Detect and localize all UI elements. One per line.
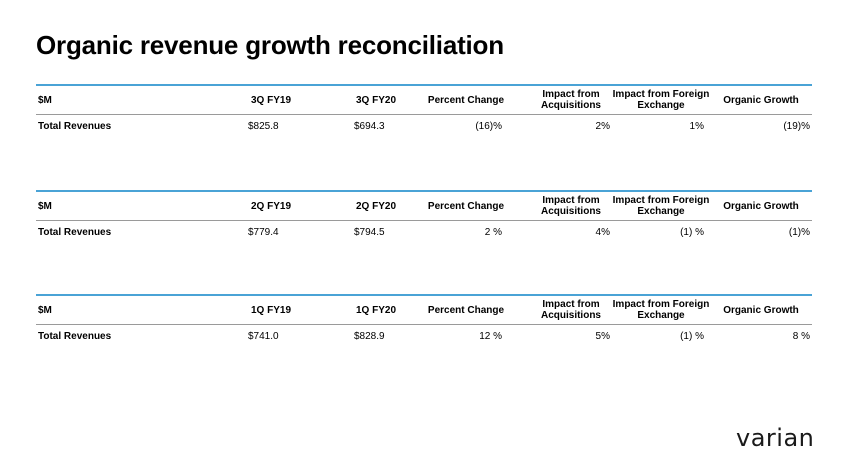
prior-quarter-value: $741.0 (248, 330, 279, 342)
header-organic-growth: Organic Growth (723, 200, 799, 212)
header-impact-fx: Impact from Foreign Exchange (612, 299, 710, 321)
organic-growth-value: 8 % (792, 330, 810, 342)
acquisitions-value: 2% (595, 120, 610, 132)
header-impact-fx: Impact from Foreign Exchange (612, 89, 710, 111)
header-prior-quarter: 2Q FY19 (250, 200, 292, 212)
header-metric: $M (38, 200, 52, 212)
current-quarter-value: $794.5 (354, 226, 385, 238)
row-label: Total Revenues (38, 120, 112, 132)
reconciliation-table-2q: $M 2Q FY19 2Q FY20 Percent Change Impact… (36, 190, 812, 243)
table-row: Total Revenues $741.0 $828.9 12 % 5% (1)… (36, 325, 812, 347)
header-metric: $M (38, 94, 52, 106)
current-quarter-value: $828.9 (354, 330, 385, 342)
header-impact-acquisitions: Impact from Acquisitions (540, 195, 601, 217)
reconciliation-table-1q: $M 1Q FY19 1Q FY20 Percent Change Impact… (36, 294, 812, 347)
header-percent-change: Percent Change (427, 200, 505, 212)
prior-quarter-value: $779.4 (248, 226, 279, 238)
reconciliation-table-3q: $M 3Q FY19 3Q FY20 Percent Change Impact… (36, 84, 812, 137)
organic-growth-value: (1)% (788, 226, 810, 238)
percent-change-value: 12 % (479, 330, 502, 342)
header-current-quarter: 3Q FY20 (355, 94, 397, 106)
table-top-rule (36, 294, 812, 296)
table-row: Total Revenues $825.8 $694.3 (16)% 2% 1%… (36, 115, 812, 137)
table-row: Total Revenues $779.4 $794.5 2 % 4% (1) … (36, 221, 812, 243)
acquisitions-value: 4% (595, 226, 610, 238)
table-top-rule (36, 84, 812, 86)
table-header-row: $M 3Q FY19 3Q FY20 Percent Change Impact… (36, 86, 812, 115)
table-top-rule (36, 190, 812, 192)
row-label: Total Revenues (38, 226, 112, 238)
table-header-row: $M 2Q FY19 2Q FY20 Percent Change Impact… (36, 192, 812, 221)
header-current-quarter: 1Q FY20 (355, 304, 397, 316)
fx-value: 1% (689, 120, 704, 132)
page-title: Organic revenue growth reconciliation (36, 30, 504, 60)
row-label: Total Revenues (38, 330, 112, 342)
table-header-row: $M 1Q FY19 1Q FY20 Percent Change Impact… (36, 296, 812, 325)
prior-quarter-value: $825.8 (248, 120, 279, 132)
header-prior-quarter: 3Q FY19 (250, 94, 292, 106)
fx-value: (1) % (680, 330, 704, 342)
header-impact-fx: Impact from Foreign Exchange (612, 195, 710, 217)
header-prior-quarter: 1Q FY19 (250, 304, 292, 316)
current-quarter-value: $694.3 (354, 120, 385, 132)
header-impact-acquisitions: Impact from Acquisitions (540, 299, 601, 321)
header-percent-change: Percent Change (427, 304, 505, 316)
header-current-quarter: 2Q FY20 (355, 200, 397, 212)
organic-growth-value: (19)% (783, 120, 810, 132)
fx-value: (1) % (680, 226, 704, 238)
percent-change-value: 2 % (484, 226, 502, 238)
varian-logo: varian (736, 424, 815, 452)
header-metric: $M (38, 304, 52, 316)
acquisitions-value: 5% (595, 330, 610, 342)
percent-change-value: (16)% (475, 120, 502, 132)
header-percent-change: Percent Change (427, 94, 505, 106)
header-organic-growth: Organic Growth (723, 304, 799, 316)
header-organic-growth: Organic Growth (723, 94, 799, 106)
header-impact-acquisitions: Impact from Acquisitions (540, 89, 601, 111)
